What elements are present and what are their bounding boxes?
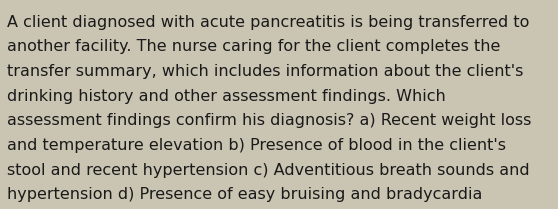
Text: another facility. The nurse caring for the client completes the: another facility. The nurse caring for t…	[7, 39, 501, 54]
Text: transfer summary, which includes information about the client's: transfer summary, which includes informa…	[7, 64, 523, 79]
Text: assessment findings confirm his diagnosis? a) Recent weight loss: assessment findings confirm his diagnosi…	[7, 113, 532, 128]
Text: A client diagnosed with acute pancreatitis is being transferred to: A client diagnosed with acute pancreatit…	[7, 15, 530, 30]
Text: stool and recent hypertension c) Adventitious breath sounds and: stool and recent hypertension c) Adventi…	[7, 163, 530, 178]
Text: drinking history and other assessment findings. Which: drinking history and other assessment fi…	[7, 89, 446, 104]
Text: hypertension d) Presence of easy bruising and bradycardia: hypertension d) Presence of easy bruisin…	[7, 187, 483, 202]
Text: and temperature elevation b) Presence of blood in the client's: and temperature elevation b) Presence of…	[7, 138, 506, 153]
